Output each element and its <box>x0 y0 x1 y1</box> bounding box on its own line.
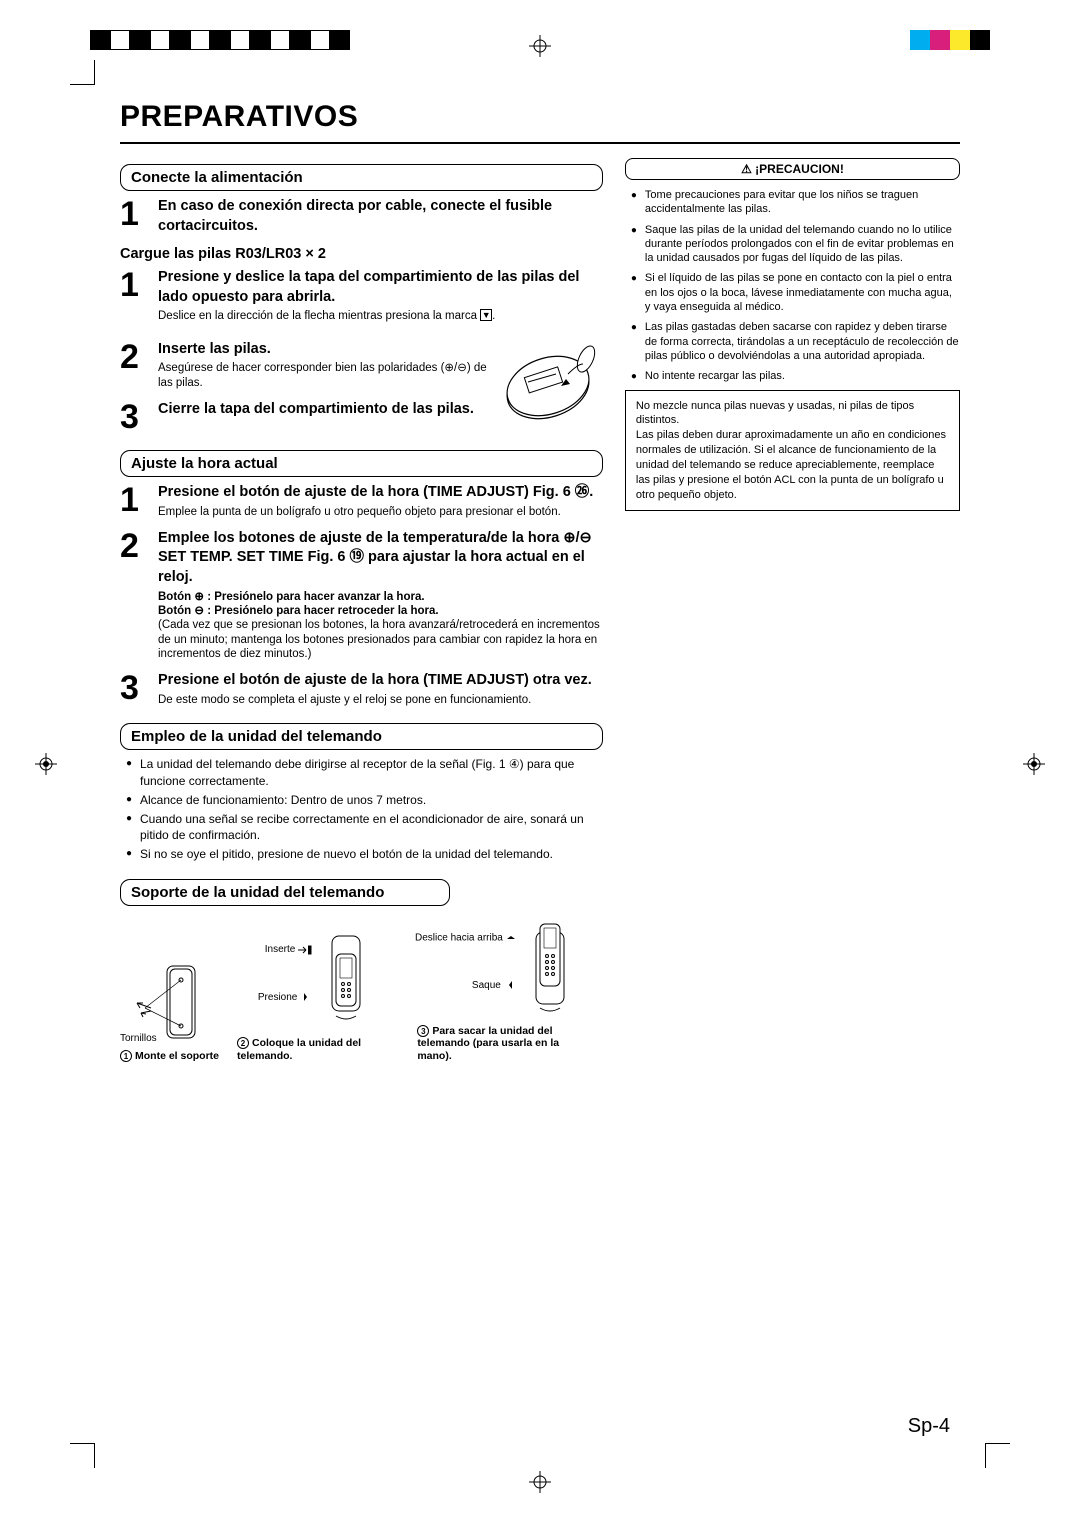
crop-mark <box>985 1443 1010 1468</box>
holder-diagrams: Tornillos 1Monte el soporte Inserte Pres… <box>120 914 603 1063</box>
list-item: Tome precauciones para evitar que los ni… <box>631 188 960 217</box>
step-number: 1 <box>120 268 158 324</box>
column-left: Conecte la alimentación 1 En caso de con… <box>120 158 603 1062</box>
batteries-step2: 2 Inserte las pilas. Asegúrese de hacer … <box>120 340 492 390</box>
title-rule <box>120 142 960 144</box>
registration-mark-left <box>35 753 57 775</box>
step-note: Emplee la punta de un bolígrafo u otro p… <box>158 505 603 519</box>
step-text: Emplee los botones de ajuste de la tempe… <box>158 529 603 588</box>
holder-item-3: Deslice hacia arriba Saque 3Para <box>415 914 580 1063</box>
step-number: 1 <box>120 483 158 519</box>
step-text: Presione y deslice la tapa del compartim… <box>158 268 603 307</box>
step-number: 2 <box>120 340 158 390</box>
column-right: ⚠ ¡PRECAUCION! Tome precauciones para ev… <box>625 158 960 1062</box>
step-note: Botón ⊕ : Presiónelo para hacer avanzar … <box>158 590 603 662</box>
arrow-up-icon <box>506 932 516 944</box>
list-item: Cuando una señal se recibe correctamente… <box>126 811 603 843</box>
color-bar-left <box>90 30 350 50</box>
step-text: Presione el botón de ajuste de la hora (… <box>158 483 603 503</box>
section-batteries-header: Cargue las pilas R03/LR03 × 2 <box>120 246 603 262</box>
deslice-label: Deslice hacia arriba <box>415 932 516 944</box>
arrow-right-icon <box>300 992 312 1002</box>
step-note: De este modo se completa el ajuste y el … <box>158 693 603 707</box>
caution-list: Tome precauciones para evitar que los ni… <box>631 188 960 384</box>
section-remote-use-header: Empleo de la unidad del telemando <box>120 723 603 750</box>
list-item: Las pilas gastadas deben sacarse con rap… <box>631 320 960 363</box>
step-number: 3 <box>120 400 158 434</box>
time-step3: 3 Presione el botón de ajuste de la hora… <box>120 671 603 707</box>
list-item: No intente recargar las pilas. <box>631 369 960 383</box>
columns: Conecte la alimentación 1 En caso de con… <box>120 158 960 1062</box>
arrow-mark-icon: ▼ <box>480 309 492 321</box>
registration-mark-top <box>529 35 551 57</box>
presione-label: Presione <box>258 992 312 1003</box>
power-step1: 1 En caso de conexión directa por cable,… <box>120 197 603 236</box>
batteries-step3: 3 Cierre la tapa del compartimiento de l… <box>120 400 492 434</box>
step-text: En caso de conexión directa por cable, c… <box>158 197 603 236</box>
holder-caption-1: 1Monte el soporte <box>120 1050 219 1063</box>
list-item: Alcance de funcionamiento: Dentro de uno… <box>126 792 603 808</box>
step-text: Presione el botón de ajuste de la hora (… <box>158 671 603 691</box>
registration-mark-bottom <box>529 1471 551 1493</box>
color-bar-right <box>910 30 990 50</box>
list-item: La unidad del telemando debe dirigirse a… <box>126 756 603 788</box>
holder-item-2: Inserte Presione 2Coloque la unidad del … <box>237 926 397 1062</box>
step-text: Inserte las pilas. <box>158 340 492 360</box>
step-note: Deslice en la dirección de la flecha mie… <box>158 309 603 323</box>
section-power-header: Conecte la alimentación <box>120 164 603 191</box>
section-holder-header: Soporte de la unidad del telemando <box>120 879 450 906</box>
remote-battery-diagram <box>498 334 603 434</box>
arrow-right-icon <box>298 945 312 955</box>
step-note: Asegúrese de hacer corresponder bien las… <box>158 361 492 390</box>
tornillos-label: Tornillos <box>120 1033 157 1044</box>
registration-mark-right <box>1023 753 1045 775</box>
holder-remove-diagram <box>520 914 580 1019</box>
section-time-header: Ajuste la hora actual <box>120 450 603 477</box>
inserte-label: Inserte <box>265 944 312 955</box>
step-text: Cierre la tapa del compartimiento de las… <box>158 400 492 420</box>
page-title: PREPARATIVOS <box>120 100 960 134</box>
list-item: Si no se oye el pitido, presione de nuev… <box>126 846 603 862</box>
step-number: 1 <box>120 197 158 236</box>
time-step1: 1 Presione el botón de ajuste de la hora… <box>120 483 603 519</box>
holder-bracket-diagram <box>127 958 212 1063</box>
holder-caption-3: 3Para sacar la unidad del telemando (par… <box>417 1025 577 1063</box>
list-item: Saque las pilas de la unidad del teleman… <box>631 223 960 266</box>
step-number: 2 <box>120 529 158 662</box>
saque-label: Saque <box>472 980 516 991</box>
batteries-step1: 1 Presione y deslice la tapa del compart… <box>120 268 603 324</box>
remote-use-list: La unidad del telemando debe dirigirse a… <box>126 756 603 862</box>
holder-caption-2: 2Coloque la unidad del telemando. <box>237 1037 397 1062</box>
time-step2: 2 Emplee los botones de ajuste de la tem… <box>120 529 603 662</box>
caution-note-box: No mezcle nunca pilas nuevas y usadas, n… <box>625 390 960 512</box>
crop-mark <box>70 60 95 85</box>
page-number: Sp-4 <box>908 1415 950 1438</box>
step-number: 3 <box>120 671 158 707</box>
list-item: Si el líquido de las pilas se pone en co… <box>631 271 960 314</box>
holder-item-1: Tornillos 1Monte el soporte <box>120 958 219 1063</box>
holder-insert-diagram <box>316 926 376 1031</box>
crop-mark <box>70 1443 95 1468</box>
arrow-left-icon <box>504 980 516 990</box>
caution-header: ⚠ ¡PRECAUCION! <box>625 158 960 180</box>
